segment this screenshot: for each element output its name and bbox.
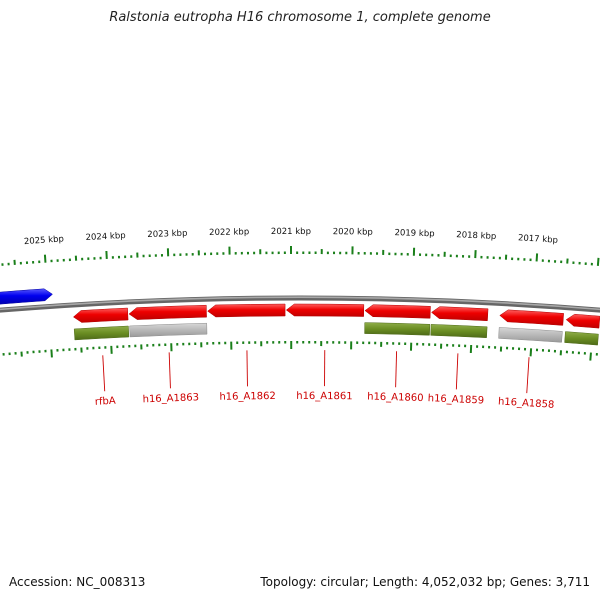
gene-label-leader <box>247 350 248 386</box>
accession-text: Accession: NC_008313 <box>9 575 145 589</box>
scale-label: 2019 kbp <box>394 228 434 239</box>
inner-tick <box>590 353 591 361</box>
outer-tick <box>537 253 538 261</box>
gene-label: h16_A1860 <box>367 392 424 404</box>
cog-band <box>130 323 207 337</box>
scale-label: 2017 kbp <box>518 233 559 246</box>
outer-tick-track <box>0 246 600 268</box>
gene-arrow <box>0 289 53 304</box>
gene-label-leader <box>396 351 397 387</box>
gene-arrow <box>208 304 285 317</box>
gene-arrow <box>500 310 564 326</box>
cog-band <box>565 332 599 346</box>
gene-label-leader <box>456 353 458 389</box>
cog-track <box>74 323 598 346</box>
scale-label: 2023 kbp <box>147 229 187 240</box>
gene-label-leader <box>169 352 170 388</box>
scale-label: 2018 kbp <box>456 230 496 242</box>
scale-label: 2024 kbp <box>85 231 126 243</box>
gene-arrow <box>129 305 207 319</box>
gene-label: rfbA <box>95 396 117 408</box>
gene-label: h16_A1863 <box>142 392 199 405</box>
cog-band <box>431 324 487 337</box>
scale-label: 2020 kbp <box>333 227 373 238</box>
gene-label-leader <box>103 355 105 391</box>
cog-band <box>499 327 563 342</box>
outer-tick <box>598 258 599 266</box>
gene-arrow <box>73 308 128 322</box>
cog-band <box>74 326 129 340</box>
scale-label: 2022 kbp <box>209 227 249 238</box>
scale-labels: 2025 kbp 2024 kbp 2023 kbp 2022 kbp 2021 kbp… <box>24 227 559 247</box>
outer-tick <box>45 255 46 263</box>
scale-label: 2021 kbp <box>271 227 311 237</box>
gene-labels: rfbA h16_A1863 h16_A1862 h16_A1861 h16_A1860… <box>95 350 555 411</box>
inner-tick-track <box>0 341 600 362</box>
genome-map: 2025 kbp 2024 kbp 2023 kbp 2022 kbp 2021 kbp… <box>0 0 600 600</box>
cog-band <box>365 323 430 336</box>
scale-label: 2025 kbp <box>24 234 65 247</box>
gene-arrow <box>286 304 364 317</box>
genome-summary-text: Topology: circular; Length: 4,052,032 bp… <box>260 575 590 589</box>
inner-tick <box>531 348 532 356</box>
gene-label: h16_A1859 <box>427 393 484 406</box>
gene-label: h16_A1862 <box>219 391 276 403</box>
gene-track <box>0 289 600 328</box>
gene-label: h16_A1861 <box>296 391 352 402</box>
gene-label: h16_A1858 <box>498 396 555 411</box>
gene-arrow <box>432 307 489 321</box>
gene-arrow <box>365 305 431 319</box>
gene-arrow <box>566 314 600 328</box>
inner-tick <box>51 349 52 357</box>
gene-label-leader <box>527 357 529 393</box>
